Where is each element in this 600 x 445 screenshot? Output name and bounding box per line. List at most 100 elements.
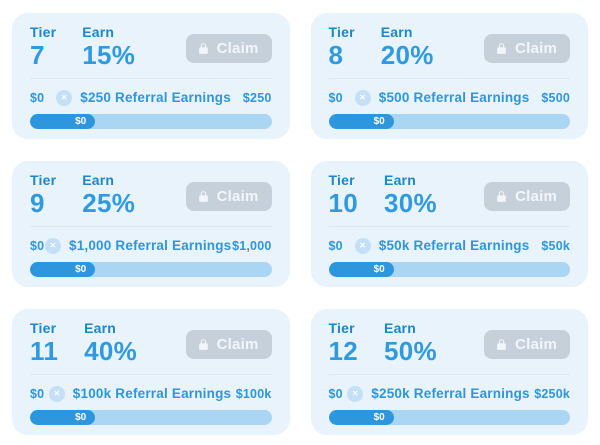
progress-current: $0 xyxy=(373,263,385,275)
tier-card-9: Tier 9 Earn 25% Claim $0 ✕ $1,000 Referr… xyxy=(12,161,290,287)
tier-value: 9 xyxy=(30,187,45,218)
earn-stat: Earn 15% xyxy=(82,24,135,69)
card-header: Tier 10 Earn 30% Claim xyxy=(328,172,570,218)
tier-stat: Tier 9 xyxy=(30,172,56,217)
progress-fill: $0 xyxy=(328,113,394,129)
progress-max: $50k xyxy=(541,238,570,253)
progress-target-label: $250k Referral Earnings xyxy=(371,386,530,402)
earn-stat: Earn 25% xyxy=(82,172,135,217)
progress-target-label: $250 Referral Earnings xyxy=(80,90,231,106)
earn-value: 15% xyxy=(82,39,136,70)
lock-icon xyxy=(197,42,210,55)
progress-target: ✕ $50k Referral Earnings xyxy=(343,237,542,254)
earn-label: Earn xyxy=(384,172,416,188)
claim-label: Claim xyxy=(515,187,557,205)
earn-value: 20% xyxy=(380,39,434,70)
lock-icon xyxy=(495,42,508,55)
progress-fill: $0 xyxy=(328,409,394,425)
progress-target-label: $500 Referral Earnings xyxy=(378,90,530,106)
progress-target: ✕ $250 Referral Earnings xyxy=(44,89,243,106)
earn-stat: Earn 40% xyxy=(84,320,137,365)
tier-value: 10 xyxy=(328,187,359,218)
progress-target: ✕ $1,000 Referral Earnings xyxy=(44,237,232,254)
divider xyxy=(30,373,272,375)
progress-current: $0 xyxy=(75,263,87,275)
claim-button[interactable]: Claim xyxy=(484,329,570,359)
lock-icon xyxy=(197,190,210,203)
progress-labels: $0 ✕ $50k Referral Earnings $50k xyxy=(328,237,571,254)
lock-icon xyxy=(495,190,508,203)
divider xyxy=(30,225,272,227)
tier-value: 11 xyxy=(30,335,59,366)
earn-value: 40% xyxy=(84,335,138,366)
earn-value: 25% xyxy=(82,187,136,218)
card-header: Tier 7 Earn 15% Claim xyxy=(30,24,272,69)
progress-target-label: $1,000 Referral Earnings xyxy=(68,238,232,254)
progress-min: $0 xyxy=(328,238,343,253)
divider xyxy=(30,77,272,79)
earn-label: Earn xyxy=(384,320,416,336)
progress-fill: $0 xyxy=(30,409,96,425)
progress-labels: $0 ✕ $250k Referral Earnings $250k xyxy=(329,385,571,402)
progress-bar: $0 xyxy=(30,113,272,129)
tier-card-11: Tier 11 Earn 40% Claim $0 ✕ $100k Referr… xyxy=(12,309,290,435)
earn-stat: Earn 30% xyxy=(384,172,437,217)
tier-card-8: Tier 8 Earn 20% Claim $0 ✕ $500 Referral… xyxy=(310,13,588,139)
progress-bar: $0 xyxy=(30,409,272,425)
tier-stat: Tier 11 xyxy=(30,320,58,365)
claim-button[interactable]: Claim xyxy=(484,33,570,63)
progress-min: $0 xyxy=(30,238,45,253)
claim-button[interactable]: Claim xyxy=(185,33,272,63)
progress-labels: $0 ✕ $100k Referral Earnings $100k xyxy=(30,385,272,402)
progress-bar: $0 xyxy=(328,113,570,129)
progress-min: $0 xyxy=(30,90,45,105)
tier-label: Tier xyxy=(328,172,355,188)
claim-label: Claim xyxy=(216,187,259,205)
progress-min: $0 xyxy=(30,386,45,401)
claim-label: Claim xyxy=(216,335,259,353)
tier-card-12: Tier 12 Earn 50% Claim $0 ✕ $250k Referr… xyxy=(310,309,588,435)
progress-max: $1,000 xyxy=(232,238,272,253)
tier-label: Tier xyxy=(328,24,355,40)
claim-label: Claim xyxy=(515,39,557,57)
card-header: Tier 11 Earn 40% Claim xyxy=(30,320,272,365)
progress-current: $0 xyxy=(75,411,87,423)
progress-fill: $0 xyxy=(328,261,394,277)
tier-label: Tier xyxy=(30,320,57,336)
claim-label: Claim xyxy=(515,335,557,353)
earn-label: Earn xyxy=(82,24,115,40)
progress-max: $250k xyxy=(534,386,570,401)
earn-value: 50% xyxy=(384,335,437,366)
progress-bar: $0 xyxy=(328,409,570,425)
divider xyxy=(328,225,570,227)
divider xyxy=(328,373,570,375)
tier-value: 7 xyxy=(30,39,45,70)
progress-bar: $0 xyxy=(30,261,272,277)
token-x-icon: ✕ xyxy=(56,89,73,106)
lock-icon xyxy=(197,338,210,351)
progress-current: $0 xyxy=(75,115,87,127)
claim-button[interactable]: Claim xyxy=(484,181,570,211)
card-header: Tier 12 Earn 50% Claim xyxy=(329,320,570,365)
progress-labels: $0 ✕ $250 Referral Earnings $250 xyxy=(30,89,272,106)
progress-fill: $0 xyxy=(30,113,96,129)
claim-label: Claim xyxy=(216,39,259,57)
claim-button[interactable]: Claim xyxy=(185,329,272,359)
tier-stat: Tier 7 xyxy=(30,24,56,69)
tier-label: Tier xyxy=(30,24,57,40)
divider xyxy=(328,77,570,79)
tier-value: 12 xyxy=(328,335,359,366)
token-x-icon: ✕ xyxy=(347,385,364,402)
token-x-icon: ✕ xyxy=(354,237,371,254)
earn-value: 30% xyxy=(384,187,437,218)
token-x-icon: ✕ xyxy=(354,89,371,106)
progress-target-label: $50k Referral Earnings xyxy=(378,238,530,254)
tier-stat: Tier 12 xyxy=(329,320,359,365)
token-x-icon: ✕ xyxy=(44,237,61,254)
progress-max: $100k xyxy=(235,386,272,401)
earn-label: Earn xyxy=(84,320,117,336)
progress-current: $0 xyxy=(373,115,385,127)
earn-stat: Earn 50% xyxy=(384,320,437,365)
claim-button[interactable]: Claim xyxy=(185,181,272,211)
earn-stat: Earn 20% xyxy=(381,24,434,69)
